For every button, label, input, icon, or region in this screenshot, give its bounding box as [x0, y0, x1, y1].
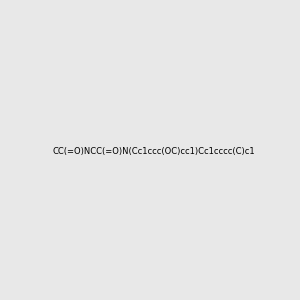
Text: CC(=O)NCC(=O)N(Cc1ccc(OC)cc1)Cc1cccc(C)c1: CC(=O)NCC(=O)N(Cc1ccc(OC)cc1)Cc1cccc(C)c… — [52, 147, 255, 156]
